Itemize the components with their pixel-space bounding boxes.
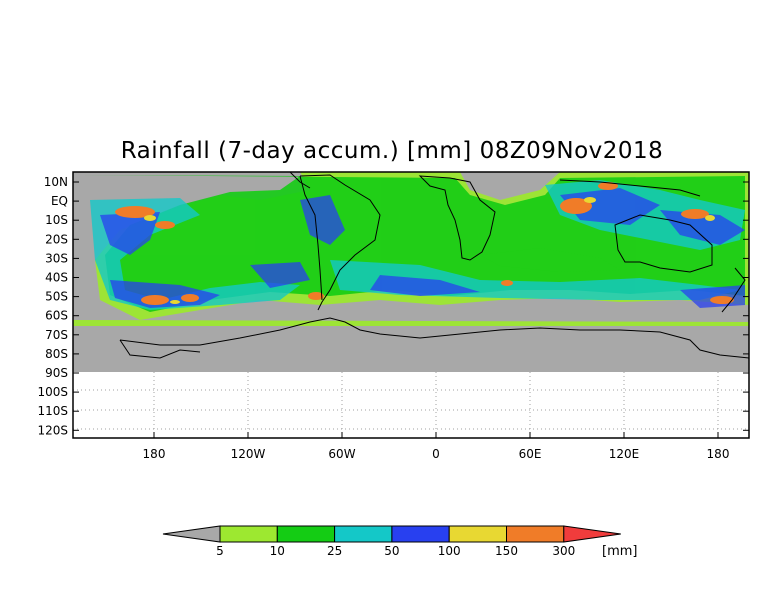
lon-tick-label: 60E — [519, 447, 542, 461]
lat-tick-label: 10N — [44, 175, 68, 189]
colorbar-box — [219, 525, 278, 543]
colorbar-threshold-label: 100 — [438, 544, 461, 558]
lon-tick-label: 180 — [143, 447, 166, 461]
colorbar-box — [276, 525, 336, 543]
colorbar-threshold-label: 10 — [270, 544, 285, 558]
lat-tick-label: 20S — [45, 232, 68, 246]
rainfall-field — [73, 172, 749, 372]
colorbar-low-triangle — [162, 525, 221, 543]
colorbar-threshold-label: 25 — [327, 544, 342, 558]
colorbar-threshold-label: 150 — [495, 544, 518, 558]
longitude-axis: 180 120W 60W 0 60E 120E 180 — [143, 432, 730, 461]
map-title: Rainfall (7-day accum.) [mm] 08Z09Nov201… — [120, 138, 664, 164]
colorbar-unit-label: [mm] — [602, 544, 637, 559]
lat-tick-label: 100S — [37, 385, 68, 399]
colorbar-box — [334, 525, 393, 543]
lon-tick-label: 120E — [609, 447, 640, 461]
colorbar-threshold-label: 50 — [384, 544, 399, 558]
lon-tick-label: 120W — [231, 447, 266, 461]
lat-tick-label: 80S — [45, 347, 68, 361]
colorbar-threshold-label: 5 — [216, 544, 224, 558]
colorbar-box — [448, 525, 508, 543]
lat-tick-label: 50S — [45, 290, 68, 304]
colorbar-box — [506, 525, 565, 543]
colorbar-threshold-label: 300 — [552, 544, 575, 558]
lon-tick-label: 0 — [432, 447, 440, 461]
lat-tick-label: 90S — [45, 366, 68, 380]
lat-tick-label: 60S — [45, 309, 68, 323]
lat-tick-label: 10S — [45, 213, 68, 227]
lat-tick-label: 30S — [45, 251, 68, 265]
colorbar-box — [391, 525, 450, 543]
lon-tick-label: 60W — [328, 447, 355, 461]
latitude-axis: 10N EQ 10S 20S 30S 40S 50S 60S 70S 80S 90S 100S 110S… — [37, 175, 749, 437]
lat-tick-label: 40S — [45, 271, 68, 285]
colorbar-high-triangle — [563, 525, 621, 543]
lat-tick-label: EQ — [51, 194, 68, 208]
map-frame — [72, 171, 750, 439]
lat-tick-label: 110S — [37, 404, 68, 418]
coastlines — [119, 171, 750, 359]
lat-tick-label: 120S — [37, 423, 68, 437]
lon-tick-label: 180 — [707, 447, 730, 461]
lat-tick-label: 70S — [45, 328, 68, 342]
graticule — [73, 372, 749, 438]
